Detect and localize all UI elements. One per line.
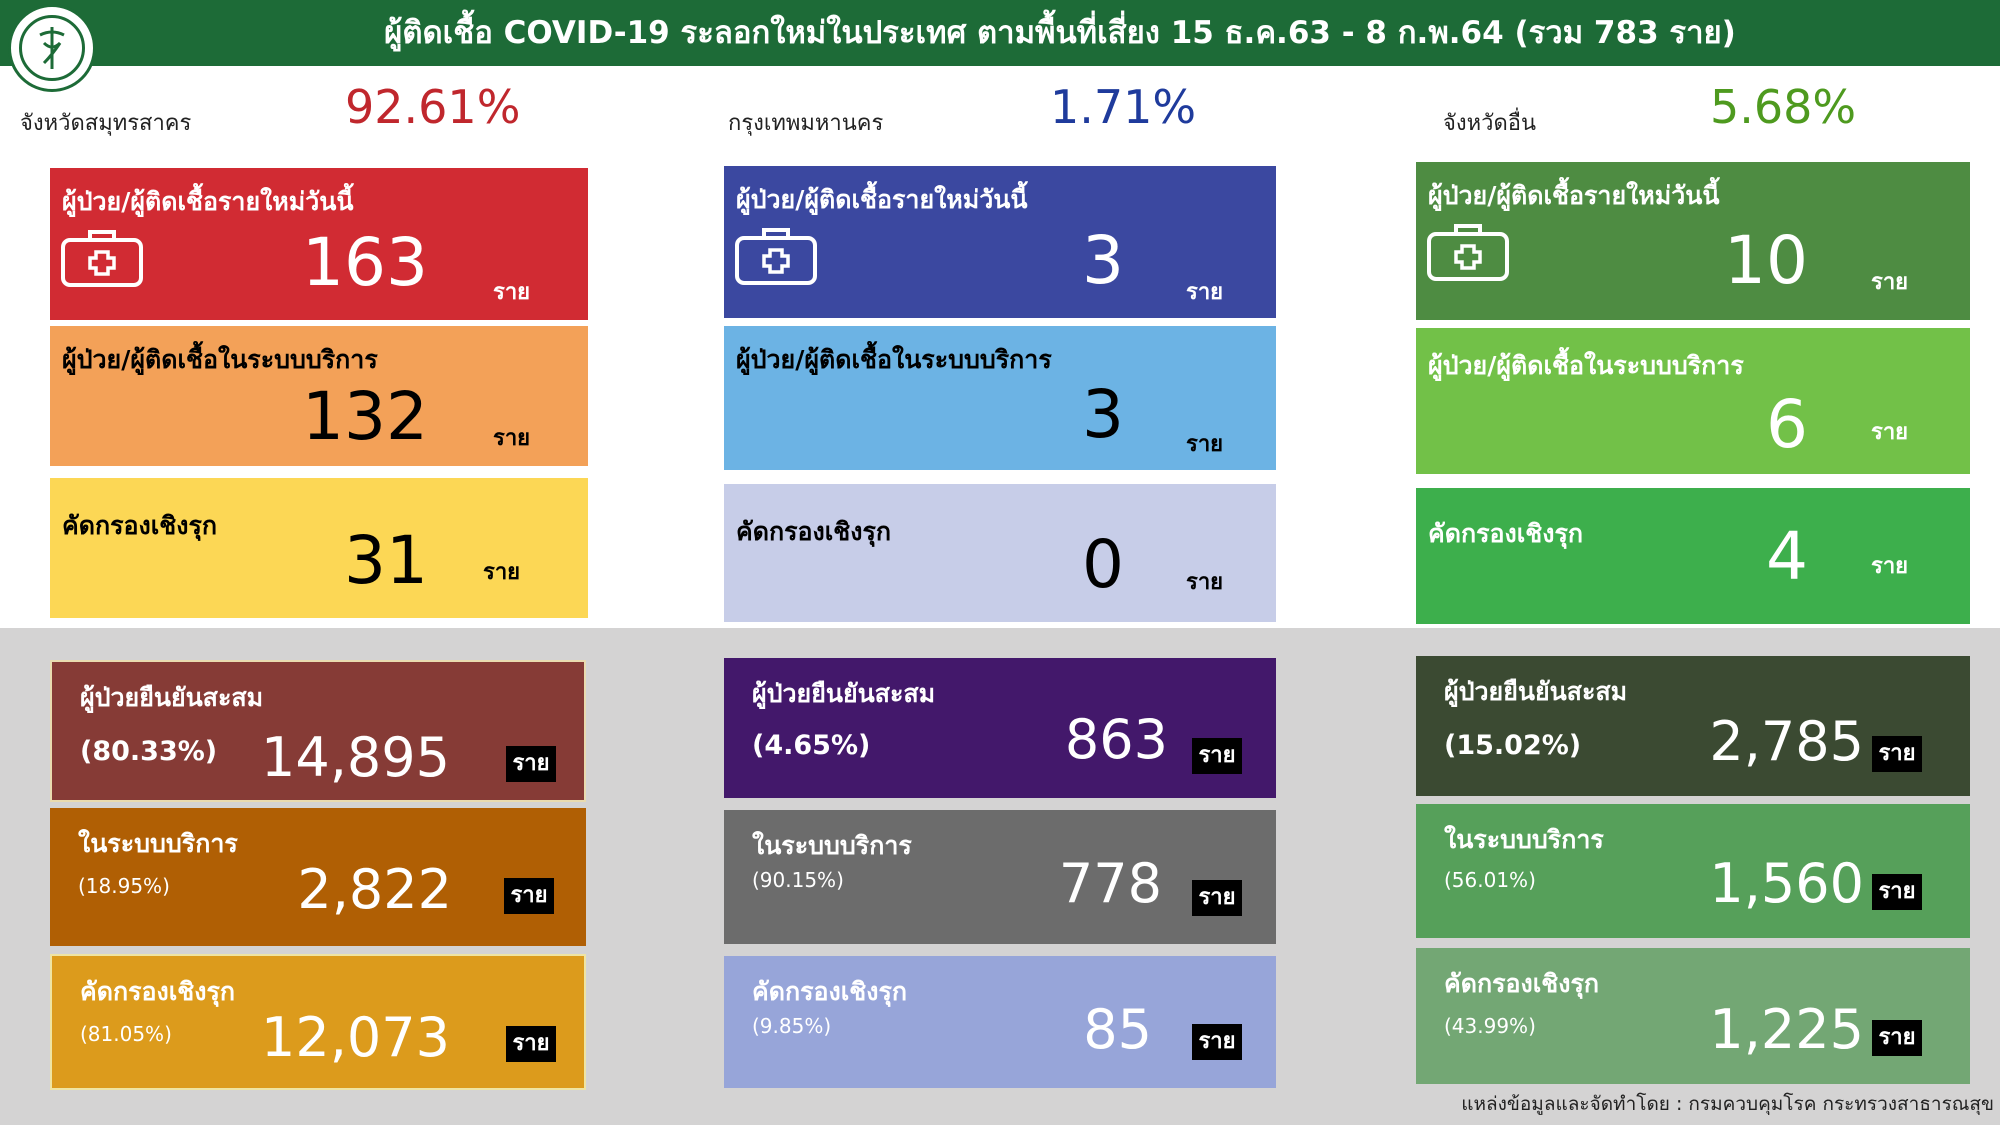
unit-label: ราย (1186, 432, 1224, 457)
region-percent: 92.61% (345, 80, 521, 134)
bangkok-cumulative-service-panel: ในระบบบริการ (90.15%) 778 ราย (724, 810, 1276, 944)
bangkok-active-panel: คัดกรองเชิงรุก 0 ราย (724, 484, 1276, 622)
unit-label: ราย (493, 280, 531, 305)
cumulative-count: 1,225 (1709, 998, 1864, 1061)
panel-percent: (15.02%) (1444, 730, 1582, 761)
samut-service-panel: ผู้ป่วย/ผู้ติดเชื้อในระบบบริการ 132 ราย (50, 326, 588, 466)
region-name: จังหวัดอื่น (1443, 111, 1537, 136)
cumulative-count: 12,073 (261, 1006, 450, 1069)
region-header-other-provinces: จังหวัดอื่น 5.68% (1443, 80, 1963, 142)
region-name: จังหวัดสมุทรสาคร (20, 111, 192, 136)
panel-label: ในระบบบริการ (78, 829, 238, 858)
cumulative-count: 1,560 (1709, 852, 1864, 915)
panel-label: ผู้ป่วยยืนยันสะสม (80, 683, 264, 712)
samut-cumulative-active-panel: คัดกรองเชิงรุก (81.05%) 12,073 ราย (50, 954, 586, 1090)
today-count: 3 (1082, 222, 1124, 299)
panel-label: ผู้ป่วย/ผู้ติดเชื้อในระบบบริการ (62, 345, 378, 374)
region-percent: 5.68% (1710, 80, 1857, 134)
unit-label: ราย (1871, 270, 1909, 295)
active-count: 4 (1766, 518, 1808, 595)
region-header-samut-sakhon: จังหวัดสมุทรสาคร 92.61% (20, 80, 540, 142)
unit-label: ราย (1871, 420, 1909, 445)
unit-badge: ราย (1872, 736, 1922, 772)
unit-label: ราย (1871, 554, 1909, 579)
medical-kit-icon (735, 228, 817, 285)
panel-label: คัดกรองเชิงรุก (1444, 969, 1600, 998)
panel-label: ผู้ป่วย/ผู้ติดเชื้อรายใหม่วันนี้ (1428, 181, 1720, 210)
panel-label: ผู้ป่วย/ผู้ติดเชื้อในระบบบริการ (736, 345, 1052, 374)
service-count: 6 (1766, 386, 1808, 463)
bangkok-cumulative-active-panel: คัดกรองเชิงรุก (9.85%) 85 ราย (724, 956, 1276, 1088)
unit-badge: ราย (506, 746, 556, 782)
panel-label: ผู้ป่วย/ผู้ติดเชื้อรายใหม่วันนี้ (736, 185, 1028, 214)
other-service-panel: ผู้ป่วย/ผู้ติดเชื้อในระบบบริการ 6 ราย (1416, 328, 1970, 474)
cumulative-count: 14,895 (261, 726, 450, 789)
active-count: 31 (344, 522, 428, 599)
unit-badge: ราย (1872, 874, 1922, 910)
panel-label: คัดกรองเชิงรุก (752, 977, 908, 1006)
unit-label: ราย (493, 426, 531, 451)
cumulative-count: 85 (1083, 998, 1152, 1061)
panel-percent: (4.65%) (752, 730, 871, 761)
panel-percent: (56.01%) (1444, 868, 1536, 892)
today-count: 163 (302, 224, 428, 301)
medical-kit-icon (1427, 224, 1509, 281)
unit-badge: ราย (1192, 1024, 1242, 1060)
service-count: 132 (302, 378, 428, 455)
other-cumulative-panel: ผู้ป่วยยืนยันสะสม (15.02%) 2,785 ราย (1416, 656, 1970, 796)
panel-label: คัดกรองเชิงรุก (80, 977, 236, 1006)
unit-label: ราย (483, 560, 521, 585)
cumulative-count: 2,785 (1709, 710, 1864, 773)
bangkok-today-panel: ผู้ป่วย/ผู้ติดเชื้อรายใหม่วันนี้ 3 ราย (724, 166, 1276, 318)
panel-percent: (80.33%) (80, 736, 218, 767)
samut-today-panel: ผู้ป่วย/ผู้ติดเชื้อรายใหม่วันนี้ 163 ราย (50, 168, 588, 320)
unit-label: ราย (1186, 570, 1224, 595)
panel-label: ผู้ป่วยยืนยันสะสม (752, 679, 936, 708)
ministry-emblem-icon (19, 15, 85, 81)
other-today-panel: ผู้ป่วย/ผู้ติดเชื้อรายใหม่วันนี้ 10 ราย (1416, 162, 1970, 320)
cumulative-count: 778 (1058, 852, 1162, 915)
panel-percent: (81.05%) (80, 1022, 172, 1046)
region-percent: 1.71% (1050, 80, 1197, 134)
panel-label: ผู้ป่วย/ผู้ติดเชื้อในระบบบริการ (1428, 351, 1744, 380)
panel-percent: (18.95%) (78, 874, 170, 898)
panel-label: ผู้ป่วยยืนยันสะสม (1444, 677, 1628, 706)
header-bar: ผู้ติดเชื้อ COVID-19 ระลอกใหม่ในประเทศ ต… (0, 0, 2000, 66)
page-title: ผู้ติดเชื้อ COVID-19 ระลอกใหม่ในประเทศ ต… (384, 15, 1736, 51)
samut-cumulative-service-panel: ในระบบบริการ (18.95%) 2,822 ราย (50, 808, 586, 946)
cumulative-count: 863 (1064, 708, 1168, 771)
panel-label: คัดกรองเชิงรุก (1428, 519, 1584, 548)
panel-label: คัดกรองเชิงรุก (62, 511, 218, 540)
panel-label: ในระบบบริการ (1444, 825, 1604, 854)
unit-badge: ราย (1192, 880, 1242, 916)
today-count: 10 (1724, 222, 1808, 299)
medical-kit-icon (61, 230, 143, 287)
region-name: กรุงเทพมหานคร (728, 111, 884, 136)
panel-label: ผู้ป่วย/ผู้ติดเชื้อรายใหม่วันนี้ (62, 187, 354, 216)
panel-label: คัดกรองเชิงรุก (736, 517, 892, 546)
panel-percent: (9.85%) (752, 1014, 832, 1038)
region-header-bangkok: กรุงเทพมหานคร 1.71% (728, 80, 1248, 142)
bangkok-service-panel: ผู้ป่วย/ผู้ติดเชื้อในระบบบริการ 3 ราย (724, 326, 1276, 470)
other-cumulative-service-panel: ในระบบบริการ (56.01%) 1,560 ราย (1416, 804, 1970, 938)
unit-label: ราย (1186, 280, 1224, 305)
bangkok-cumulative-panel: ผู้ป่วยยืนยันสะสม (4.65%) 863 ราย (724, 658, 1276, 798)
unit-badge: ราย (504, 878, 554, 914)
service-count: 3 (1082, 376, 1124, 453)
panel-label: ในระบบบริการ (752, 831, 912, 860)
samut-cumulative-panel: ผู้ป่วยยืนยันสะสม (80.33%) 14,895 ราย (50, 660, 586, 802)
ministry-logo (8, 4, 96, 92)
unit-badge: ราย (1872, 1020, 1922, 1056)
panel-percent: (43.99%) (1444, 1014, 1536, 1038)
source-footer: แหล่งข้อมูลและจัดทำโดย : กรมควบคุมโรค กร… (1461, 1093, 1994, 1115)
other-active-panel: คัดกรองเชิงรุก 4 ราย (1416, 488, 1970, 624)
other-cumulative-active-panel: คัดกรองเชิงรุก (43.99%) 1,225 ราย (1416, 948, 1970, 1084)
active-count: 0 (1082, 526, 1124, 603)
samut-active-panel: คัดกรองเชิงรุก 31 ราย (50, 478, 588, 618)
unit-badge: ราย (506, 1026, 556, 1062)
cumulative-count: 2,822 (297, 858, 452, 921)
unit-badge: ราย (1192, 738, 1242, 774)
panel-percent: (90.15%) (752, 868, 844, 892)
